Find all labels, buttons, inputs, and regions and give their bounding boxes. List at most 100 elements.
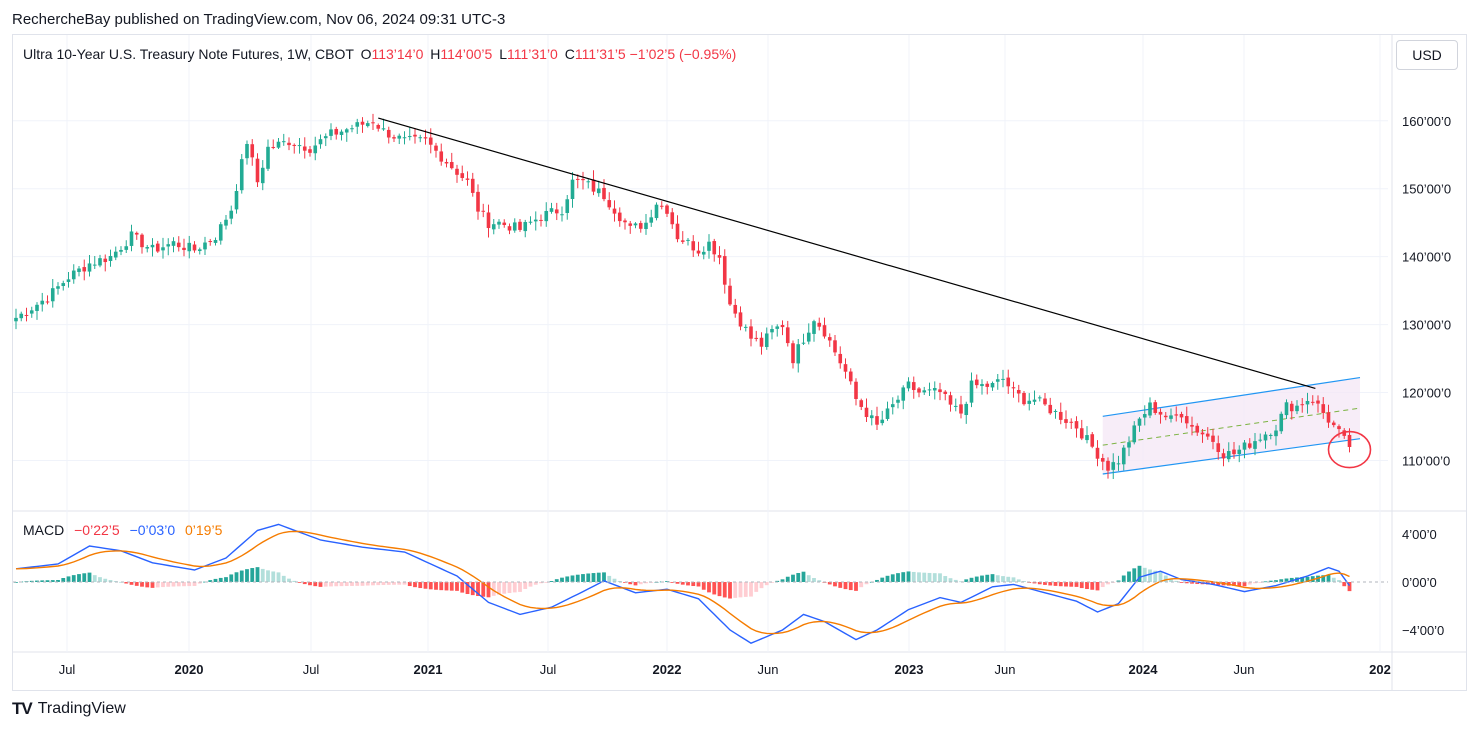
macd-hist-bar — [171, 582, 176, 587]
macd-hist-bar — [50, 580, 55, 582]
macd-hist-bar — [444, 582, 449, 591]
candle-body — [444, 161, 449, 164]
candle-body — [208, 241, 213, 243]
candle-body — [1001, 378, 1005, 380]
macd-hist-bar — [360, 582, 365, 586]
candle-body — [964, 403, 969, 416]
macd-hist-bar — [812, 577, 816, 582]
channel-mid-line — [1102, 407, 1361, 446]
candle-body — [1106, 460, 1110, 471]
candle-body — [980, 384, 984, 387]
macd-hist-bar — [1190, 582, 1194, 584]
macd-hist-bar — [103, 578, 108, 582]
tradingview-logo[interactable]: TV TradingView — [12, 699, 126, 719]
candle-body — [119, 249, 123, 252]
candle-body — [1279, 413, 1284, 432]
macd-hist-bar — [1321, 575, 1326, 582]
candle-body — [612, 208, 617, 214]
currency-button[interactable]: USD — [1396, 40, 1458, 70]
candle-body — [665, 205, 669, 214]
candle-body — [486, 212, 491, 229]
candle-body — [581, 178, 585, 181]
macd-hist-bar — [176, 582, 181, 587]
macd-hist-bar — [796, 573, 801, 582]
candle-body — [1121, 447, 1126, 465]
macd-hist-bar — [638, 582, 643, 585]
macd-hist-bar — [759, 582, 764, 589]
candle-body — [1006, 377, 1011, 387]
macd-hist-bar — [880, 577, 885, 582]
macd-hist-bar — [376, 582, 381, 586]
candle-body — [360, 121, 365, 125]
time-tick-label: Jul — [540, 662, 557, 677]
candle-body — [733, 304, 738, 314]
candle-body — [796, 344, 801, 364]
macd-hist-bar — [827, 582, 832, 585]
macd-hist-bar — [423, 582, 428, 589]
macd-title[interactable]: MACD — [23, 522, 65, 538]
candle-body — [638, 223, 643, 229]
macd-hist-bar — [644, 582, 648, 584]
candle-body — [911, 382, 916, 391]
macd-hist-bar — [502, 582, 507, 594]
macd-hist-bar — [570, 575, 575, 582]
macd-hist-bar — [271, 571, 276, 582]
candle-body — [1069, 421, 1074, 423]
macd-hist-bar — [287, 578, 291, 582]
macd-hist-bar — [455, 582, 459, 591]
candle-body — [822, 325, 827, 337]
descending-trendline[interactable] — [378, 117, 1316, 390]
candle-body — [880, 419, 885, 424]
macd-hist-bar — [1247, 582, 1252, 585]
candle-body — [392, 137, 396, 139]
macd-tick-label: 0’00’0 — [1402, 575, 1437, 590]
candle-body — [402, 137, 407, 139]
candle-body — [806, 332, 811, 342]
candle-body — [1137, 418, 1142, 426]
candle-body — [922, 390, 927, 393]
macd-hist-bar — [155, 582, 160, 588]
macd-hist-bar — [61, 578, 66, 582]
candle-body — [1289, 403, 1294, 412]
candle-body — [187, 242, 192, 252]
candle-body — [108, 255, 113, 261]
candle-body — [329, 129, 333, 136]
macd-hist-bar — [140, 582, 144, 587]
macd-hist-bar — [350, 582, 354, 586]
candle-body — [40, 300, 45, 305]
breakdown-circle[interactable] — [1327, 430, 1372, 469]
macd-hist-bar — [208, 580, 213, 582]
macd-hist-bar — [607, 575, 612, 582]
candle-body — [1232, 449, 1236, 455]
candle-body — [901, 387, 906, 401]
high-label: H — [430, 46, 441, 62]
macd-hist-bar — [943, 576, 948, 582]
candle-body — [176, 242, 181, 248]
candle-body — [596, 188, 601, 194]
candle-body — [381, 128, 386, 130]
macd-hist-bar — [145, 582, 150, 588]
publisher-line: RechercheBay published on TradingView.co… — [12, 11, 506, 28]
candle-body — [1195, 425, 1200, 433]
candle-body — [801, 342, 806, 344]
candle-body — [1090, 434, 1095, 447]
channel-upper-line[interactable] — [1102, 376, 1361, 417]
candle-body — [250, 144, 255, 158]
candle-body — [1295, 405, 1299, 412]
candle-body — [1284, 402, 1289, 416]
open-value: 113’14’0 — [371, 46, 424, 62]
channel-lower-line[interactable] — [1102, 438, 1361, 475]
candle-body — [92, 264, 97, 266]
candle-body — [129, 231, 134, 246]
macd-hist-bar — [82, 573, 87, 582]
macd-hist-bar — [407, 582, 412, 587]
close-value: 111’31’5 — [574, 46, 626, 62]
macd-hist-bar — [29, 580, 34, 582]
candle-body — [455, 168, 459, 175]
candle-body — [77, 268, 81, 272]
macd-hist-bar — [791, 574, 795, 582]
symbol-title[interactable]: Ultra 10-Year U.S. Treasury Note Futures… — [23, 46, 354, 62]
candle-body — [938, 389, 942, 393]
candle-body — [686, 239, 690, 241]
